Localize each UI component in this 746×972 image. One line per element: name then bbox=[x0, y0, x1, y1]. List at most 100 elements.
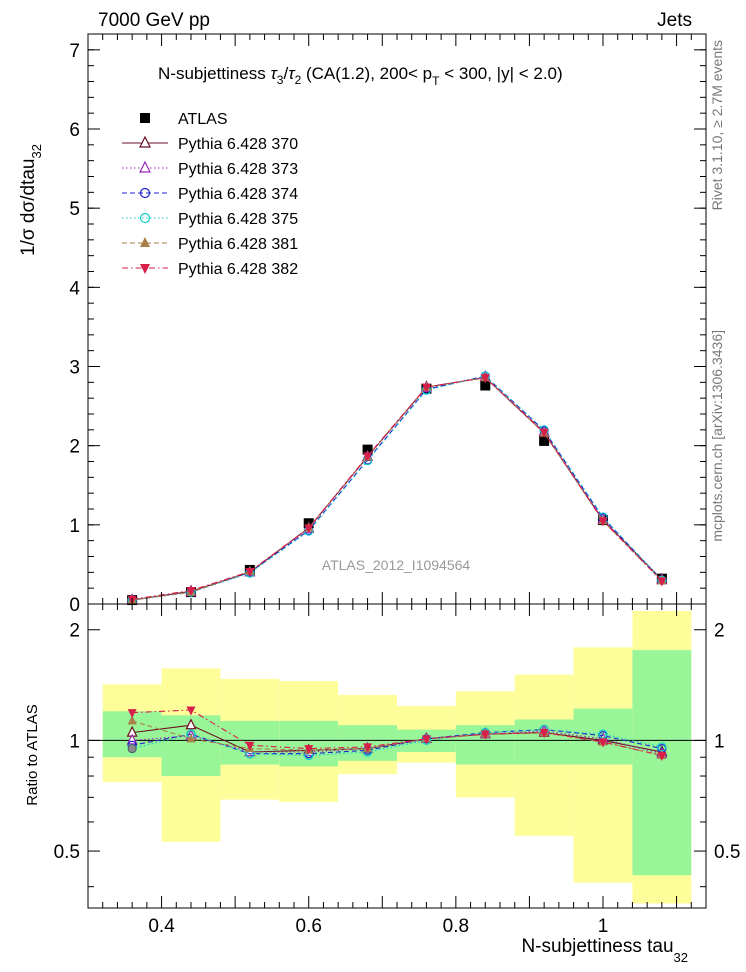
legend-entry: Pythia 6.428 381 bbox=[122, 236, 298, 253]
ratio-point bbox=[304, 745, 314, 755]
x-tick-label: 0.8 bbox=[443, 916, 469, 937]
main-y-label-sub: 32 bbox=[29, 144, 44, 158]
legend-label: Pythia 6.428 381 bbox=[178, 236, 298, 253]
ratio-point bbox=[245, 741, 255, 751]
ratio-y-axis-label: Ratio to ATLAS bbox=[24, 704, 41, 805]
x-tick-label: 0.6 bbox=[296, 916, 322, 937]
plot-title: N-subjettiness τ3/τ2 (CA(1.2), 200< pT <… bbox=[158, 64, 563, 88]
data-point bbox=[186, 587, 196, 597]
legend-marker bbox=[139, 212, 151, 224]
ratio-point bbox=[598, 738, 608, 748]
legend-label: Pythia 6.428 370 bbox=[178, 136, 298, 153]
ratio-y-tick-label: 0.5 bbox=[54, 842, 80, 863]
legend-entry: Pythia 6.428 374 bbox=[122, 186, 298, 203]
title-prefix: N-subjettiness bbox=[158, 64, 270, 83]
analysis-label: ATLAS_2012_I1094564 bbox=[322, 557, 471, 573]
legend-marker bbox=[139, 187, 151, 199]
outer-band-bin bbox=[573, 647, 633, 883]
data-point bbox=[539, 428, 549, 438]
data-point bbox=[245, 568, 255, 578]
data-point bbox=[363, 452, 373, 462]
ratio-point bbox=[127, 709, 137, 719]
x-tick-label: 1 bbox=[598, 916, 609, 937]
main-y-tick-label: 3 bbox=[69, 358, 80, 379]
title-sub3: 3 bbox=[277, 73, 284, 87]
ratio-point bbox=[657, 751, 667, 761]
x-axis-label: N-subjettiness tau32 bbox=[521, 936, 688, 965]
x-label-text: N-subjettiness tau bbox=[521, 936, 673, 957]
main-y-tick-label: 6 bbox=[69, 120, 80, 141]
x-tick-label: 0.4 bbox=[148, 916, 175, 937]
legend: ATLAS Pythia 6.428 370 Pythia 6.428 373 Pyt… bbox=[122, 111, 298, 278]
ratio-y-tick-label-right: 0.5 bbox=[714, 842, 740, 863]
category-label: Jets bbox=[657, 10, 692, 31]
ratio-y-tick-label-right: 2 bbox=[714, 621, 725, 642]
data-point bbox=[480, 374, 490, 384]
ratio-point bbox=[127, 744, 137, 753]
legend-entry: Pythia 6.428 373 bbox=[122, 160, 298, 178]
title-tau3: τ bbox=[270, 64, 278, 83]
main-y-tick-label: 7 bbox=[69, 41, 80, 62]
main-series bbox=[126, 369, 668, 606]
ratio-atlas bbox=[127, 744, 137, 753]
ratio-y-tick-label: 2 bbox=[69, 621, 80, 642]
legend-marker bbox=[139, 160, 151, 173]
x-label-sub: 32 bbox=[674, 950, 688, 965]
mcplots-label: mcplots.cern.ch [arXiv:1306.3436] bbox=[709, 330, 725, 542]
data-point bbox=[598, 517, 608, 527]
ratio-y-tick-label-right: 1 bbox=[714, 731, 725, 752]
main-y-tick-label: 2 bbox=[69, 437, 80, 458]
data-point bbox=[362, 444, 373, 455]
ratio-point bbox=[127, 715, 137, 725]
ratio-point bbox=[186, 733, 196, 743]
main-y-tick-label: 1 bbox=[69, 516, 80, 537]
title-subT: T bbox=[432, 74, 440, 88]
main-y-label-text: 1/σ dσ/dtau bbox=[18, 159, 39, 256]
ratio-series-382 bbox=[127, 706, 667, 761]
ratio-point bbox=[186, 706, 196, 716]
main-y-axis-label: 1/σ dσ/dtau32 bbox=[18, 144, 44, 256]
data-point bbox=[304, 524, 314, 534]
legend-entry: Pythia 6.428 375 bbox=[122, 211, 298, 228]
legend-label: Pythia 6.428 382 bbox=[178, 261, 298, 278]
legend-marker bbox=[140, 264, 150, 274]
series-382 bbox=[127, 374, 667, 605]
ratio-bands bbox=[88, 610, 706, 904]
data-point bbox=[480, 380, 491, 391]
ratio-line bbox=[132, 730, 662, 755]
legend-entry: Pythia 6.428 382 bbox=[122, 261, 298, 278]
ratio-line bbox=[132, 709, 662, 756]
ratio-point bbox=[539, 729, 549, 739]
data-point bbox=[421, 383, 431, 393]
energy-label: 7000 GeV pp bbox=[98, 10, 210, 31]
legend-entry: ATLAS bbox=[140, 111, 228, 128]
series-line bbox=[132, 376, 663, 600]
title-slash: / bbox=[283, 64, 288, 83]
main-y-tick-label: 0 bbox=[69, 595, 80, 616]
ratio-point bbox=[421, 735, 431, 745]
data-point bbox=[657, 577, 667, 587]
legend-label: Pythia 6.428 373 bbox=[178, 161, 298, 178]
ratio-line bbox=[132, 729, 662, 757]
ratio-series bbox=[126, 706, 668, 761]
ratio-point bbox=[480, 730, 490, 740]
ratio-y-tick-label: 1 bbox=[69, 731, 80, 752]
main-y-tick-label: 5 bbox=[69, 199, 80, 220]
rivet-label: Rivet 3.1.10, ≥ 2.7M events bbox=[709, 40, 725, 210]
title-mid: (CA(1.2), 200< p bbox=[301, 64, 432, 83]
title-suffix: < 300, |y| < 2.0) bbox=[439, 64, 562, 83]
legend-label: Pythia 6.428 375 bbox=[178, 211, 298, 228]
ratio-line bbox=[131, 720, 662, 756]
legend-label: Pythia 6.428 374 bbox=[178, 186, 298, 203]
legend-entry: Pythia 6.428 370 bbox=[122, 135, 298, 153]
legend-marker bbox=[140, 237, 150, 247]
legend-marker bbox=[140, 113, 150, 123]
title-sub2: 2 bbox=[295, 73, 302, 87]
data-point bbox=[539, 435, 550, 446]
ratio-point bbox=[363, 743, 373, 753]
legend-marker bbox=[139, 135, 151, 148]
title-tau2: τ bbox=[288, 64, 296, 83]
ratio-point bbox=[185, 718, 197, 730]
